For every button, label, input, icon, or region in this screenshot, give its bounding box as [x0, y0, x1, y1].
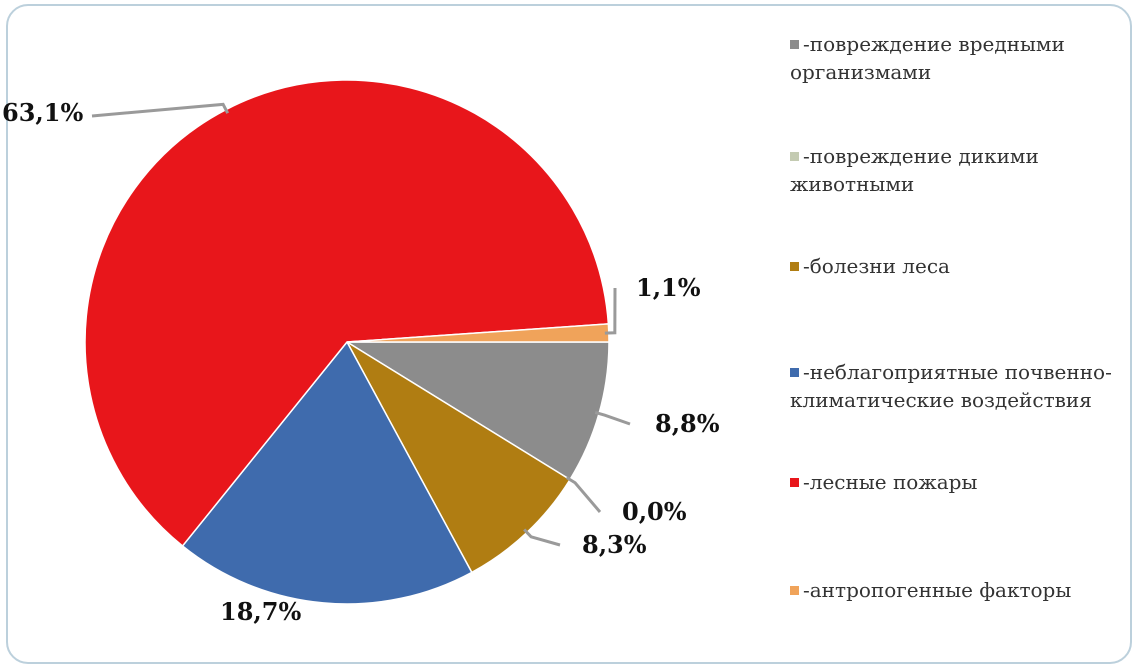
legend-label: -повреждение вредными организмами [790, 32, 1065, 84]
data-label-forest-diseases: 8,3% [582, 530, 647, 559]
data-label-anthropogenic: 1,1% [636, 273, 701, 302]
legend-item-forest-diseases: -болезни леса [790, 252, 1130, 280]
legend-item-forest-fires: -лесные пожары [790, 468, 1130, 496]
legend-item-pests: -повреждение вредными организмами [790, 30, 1130, 86]
data-label-forest-fires: 63,1% [2, 98, 83, 127]
legend-label: -антропогенные факторы [803, 578, 1072, 602]
slice-soil-climate [181, 340, 473, 605]
leader-line [565, 476, 602, 513]
legend-label: -болезни леса [803, 254, 950, 278]
legend-swatch [790, 478, 799, 487]
legend-swatch [790, 152, 799, 161]
legend-swatch [790, 368, 799, 377]
legend-label: -повреждение дикими животными [790, 144, 1039, 196]
legend-swatch [790, 40, 799, 49]
legend-label: -лесные пожары [803, 470, 978, 494]
legend-item-wild-animals: -повреждение дикими животными [790, 142, 1130, 198]
leader-line [594, 410, 631, 426]
legend-item-soil-climate: -неблагоприятные почвенно-климатические … [790, 358, 1130, 414]
legend-swatch [790, 262, 799, 271]
legend-item-anthropogenic: -антропогенные факторы [790, 576, 1130, 604]
leader-line [604, 287, 617, 335]
legend-label: -неблагоприятные почвенно-климатические … [790, 360, 1112, 412]
data-label-pests: 8,8% [655, 409, 720, 438]
data-label-soil-climate: 18,7% [220, 597, 301, 626]
legend-swatch [790, 586, 799, 595]
data-label-wild-animals: 0,0% [622, 497, 687, 526]
leader-line [91, 102, 230, 118]
leader-line [523, 528, 561, 547]
